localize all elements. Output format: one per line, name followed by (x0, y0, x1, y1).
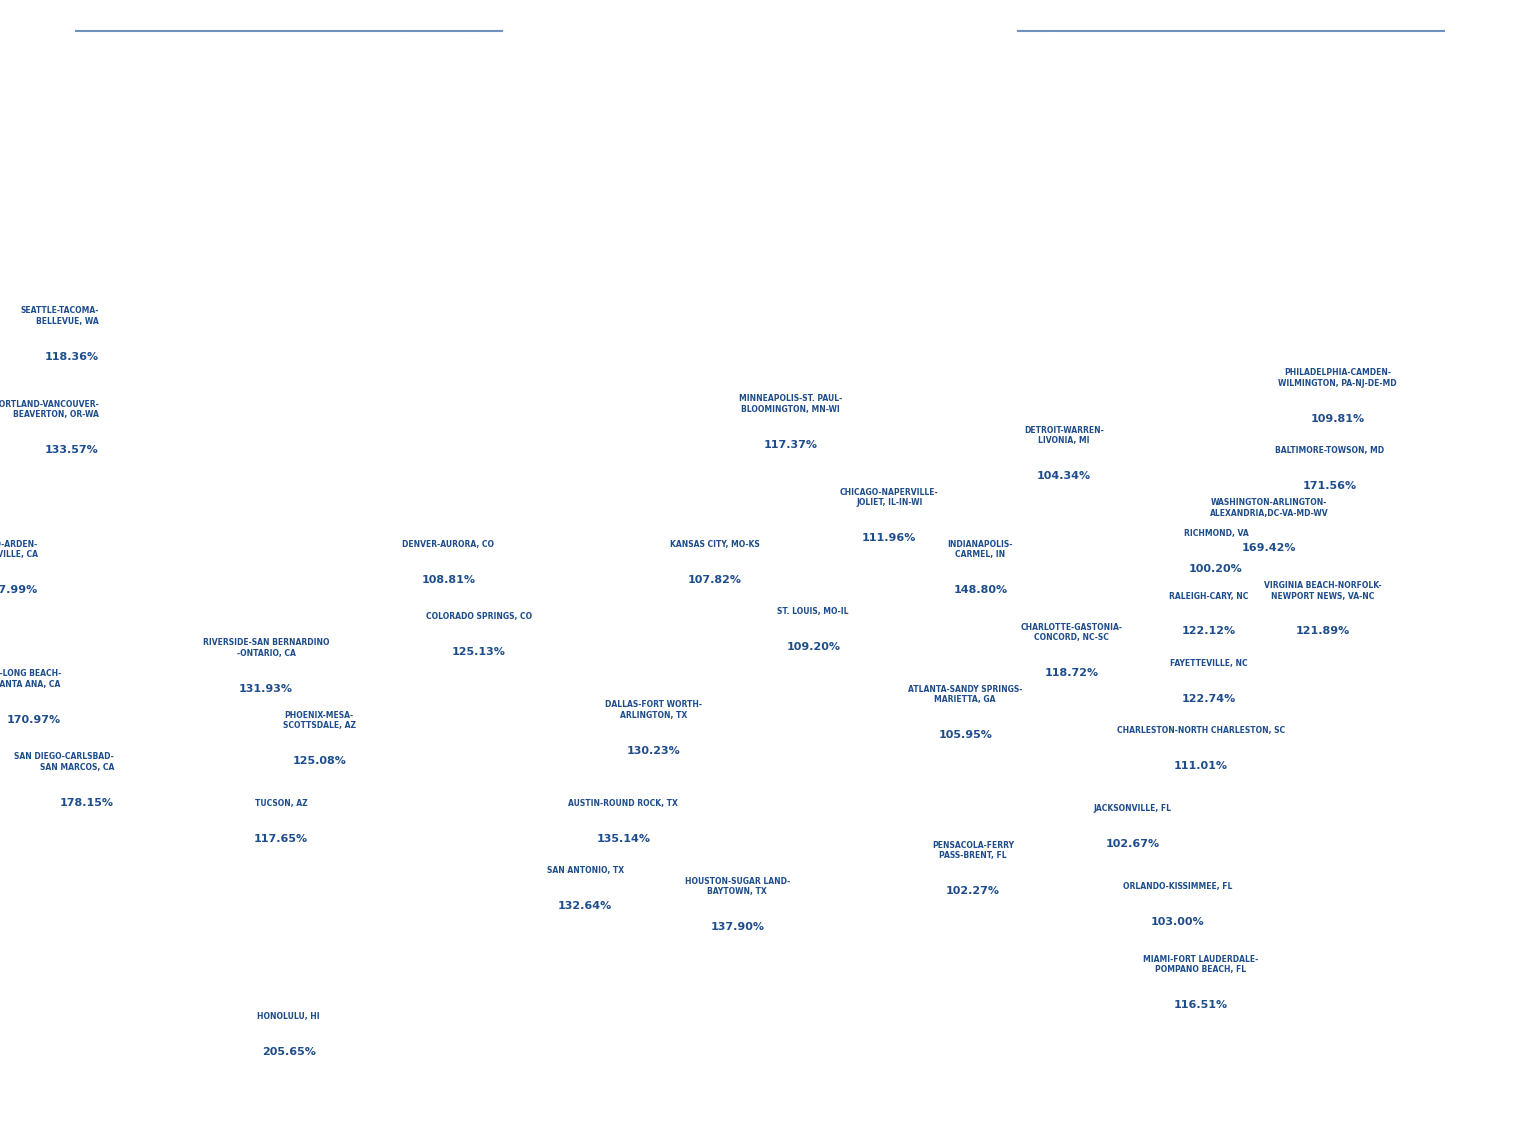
Text: FAYETTEVILLE, NC: FAYETTEVILLE, NC (1169, 659, 1248, 668)
Text: INDIANAPOLIS-
CARMEL, IN: INDIANAPOLIS- CARMEL, IN (947, 539, 1014, 559)
Text: RICHMOND, VA: RICHMOND, VA (1184, 529, 1248, 538)
Text: 170.97%: 170.97% (6, 715, 61, 725)
Text: CHARLOTTE-GASTONIA-
CONCORD, NC-SC: CHARLOTTE-GASTONIA- CONCORD, NC-SC (1020, 622, 1123, 642)
Text: 130.23%: 130.23% (626, 746, 681, 756)
Text: 109.20%: 109.20% (786, 642, 841, 652)
Text: 125.08%: 125.08% (292, 756, 347, 766)
Polygon shape (0, 103, 1520, 1140)
Text: BALTIMORE-TOWSON, MD: BALTIMORE-TOWSON, MD (1275, 447, 1385, 455)
Text: VIRGINIA BEACH-NORFOLK-
NEWPORT NEWS, VA-NC: VIRGINIA BEACH-NORFOLK- NEWPORT NEWS, VA… (1263, 581, 1382, 601)
Text: 111.96%: 111.96% (862, 534, 917, 543)
Text: 137.90%: 137.90% (710, 922, 765, 933)
Text: RIVERSIDE-SAN BERNARDINO
-ONTARIO, CA: RIVERSIDE-SAN BERNARDINO -ONTARIO, CA (202, 638, 330, 658)
Text: 100.20%: 100.20% (1189, 564, 1243, 575)
Text: 122.74%: 122.74% (1181, 694, 1236, 703)
Text: 125.13%: 125.13% (451, 648, 506, 658)
Text: CHICAGO-NAPERVILLE-
JOLIET, IL-IN-WI: CHICAGO-NAPERVILLE- JOLIET, IL-IN-WI (841, 488, 938, 507)
Text: 205.65%: 205.65% (261, 1047, 316, 1057)
Text: 116.51%: 116.51% (1173, 1000, 1228, 1010)
Text: 118.36%: 118.36% (44, 351, 99, 361)
Text: KANSAS CITY, MO-KS: KANSAS CITY, MO-KS (669, 539, 760, 548)
Text: WASHINGTON-ARLINGTON-
ALEXANDRIA,DC-VA-MD-WV: WASHINGTON-ARLINGTON- ALEXANDRIA,DC-VA-M… (1210, 498, 1328, 518)
Text: ST. LOUIS, MO-IL: ST. LOUIS, MO-IL (777, 608, 850, 616)
Text: ATLANTA-SANDY SPRINGS-
MARIETTA, GA: ATLANTA-SANDY SPRINGS- MARIETTA, GA (907, 685, 1023, 705)
Text: 102.27%: 102.27% (945, 886, 1000, 896)
Text: ORLANDO-KISSIMMEE, FL: ORLANDO-KISSIMMEE, FL (1123, 882, 1233, 891)
Text: MIAMI-FORT LAUDERDALE-
POMPANO BEACH, FL: MIAMI-FORT LAUDERDALE- POMPANO BEACH, FL (1143, 954, 1259, 974)
Text: SEATTLE-TACOMA-
BELLEVUE, WA: SEATTLE-TACOMA- BELLEVUE, WA (20, 307, 99, 326)
Text: DALLAS-FORT WORTH-
ARLINGTON, TX: DALLAS-FORT WORTH- ARLINGTON, TX (605, 700, 702, 719)
Text: 133.57%: 133.57% (46, 445, 99, 455)
Text: 148.80%: 148.80% (953, 585, 1008, 595)
Text: 178.15%: 178.15% (59, 798, 114, 807)
Text: RALEIGH-CARY, NC: RALEIGH-CARY, NC (1169, 592, 1248, 601)
Text: PORTLAND-VANCOUVER-
BEAVERTON, OR-WA: PORTLAND-VANCOUVER- BEAVERTON, OR-WA (0, 400, 99, 420)
Text: 105.95%: 105.95% (938, 731, 993, 740)
Text: PHOENIX-MESA-
SCOTTSDALE, AZ: PHOENIX-MESA- SCOTTSDALE, AZ (283, 711, 356, 731)
Text: DETROIT-WARREN-
LIVONIA, MI: DETROIT-WARREN- LIVONIA, MI (1024, 425, 1104, 445)
Text: 117.65%: 117.65% (254, 834, 309, 844)
Text: 118.72%: 118.72% (1044, 668, 1099, 678)
Text: SACRAMENTO-ARDEN-
ARKADE-ROSEVILLE, CA: SACRAMENTO-ARDEN- ARKADE-ROSEVILLE, CA (0, 539, 38, 559)
Text: 108.81%: 108.81% (421, 575, 476, 585)
Text: 132.64%: 132.64% (558, 902, 613, 911)
Text: 171.56%: 171.56% (1303, 481, 1357, 491)
Text: 102.67%: 102.67% (1105, 839, 1160, 849)
Text: AUSTIN-ROUND ROCK, TX: AUSTIN-ROUND ROCK, TX (568, 799, 678, 808)
Text: 131.93%: 131.93% (239, 684, 293, 693)
Text: SAN DIEGO-CARLSBAD-
SAN MARCOS, CA: SAN DIEGO-CARLSBAD- SAN MARCOS, CA (14, 752, 114, 772)
Text: 169.42%: 169.42% (1242, 544, 1297, 554)
Text: JACKSONVILLE, FL: JACKSONVILLE, FL (1093, 804, 1172, 813)
Text: TOP 35 MSAS FOR VA LOAN GROWTH: TOP 35 MSAS FOR VA LOAN GROWTH (354, 32, 1166, 71)
Text: 157.99%: 157.99% (0, 585, 38, 595)
Text: DENVER-AURORA, CO: DENVER-AURORA, CO (403, 539, 494, 548)
Text: COLORADO SPRINGS, CO: COLORADO SPRINGS, CO (426, 612, 532, 621)
Text: HOUSTON-SUGAR LAND-
BAYTOWN, TX: HOUSTON-SUGAR LAND- BAYTOWN, TX (684, 877, 790, 896)
Text: CHARLESTON-NORTH CHARLESTON, SC: CHARLESTON-NORTH CHARLESTON, SC (1117, 726, 1284, 735)
Text: 104.34%: 104.34% (1037, 471, 1091, 481)
Text: 121.89%: 121.89% (1295, 627, 1350, 636)
Text: PHILADELPHIA-CAMDEN-
WILMINGTON, PA-NJ-DE-MD: PHILADELPHIA-CAMDEN- WILMINGTON, PA-NJ-D… (1278, 368, 1397, 388)
Text: 111.01%: 111.01% (1173, 762, 1228, 772)
Text: PENSACOLA-FERRY
PASS-BRENT, FL: PENSACOLA-FERRY PASS-BRENT, FL (932, 840, 1014, 860)
Text: 135.14%: 135.14% (596, 834, 651, 844)
Text: TUCSON, AZ: TUCSON, AZ (255, 799, 307, 808)
Text: 117.37%: 117.37% (763, 440, 818, 450)
Text: 109.81%: 109.81% (1310, 414, 1365, 424)
FancyBboxPatch shape (0, 113, 1520, 1140)
Text: HONOLULU, HI: HONOLULU, HI (257, 1011, 321, 1020)
Text: 122.12%: 122.12% (1181, 627, 1236, 636)
Text: 103.00%: 103.00% (1151, 917, 1205, 927)
Text: 107.82%: 107.82% (687, 575, 742, 585)
Text: LOS ANGELES-LONG BEACH-
SANTA ANA, CA: LOS ANGELES-LONG BEACH- SANTA ANA, CA (0, 669, 61, 689)
Text: MINNEAPOLIS-ST. PAUL-
BLOOMINGTON, MN-WI: MINNEAPOLIS-ST. PAUL- BLOOMINGTON, MN-WI (739, 394, 842, 414)
Text: SAN ANTONIO, TX: SAN ANTONIO, TX (547, 866, 623, 876)
